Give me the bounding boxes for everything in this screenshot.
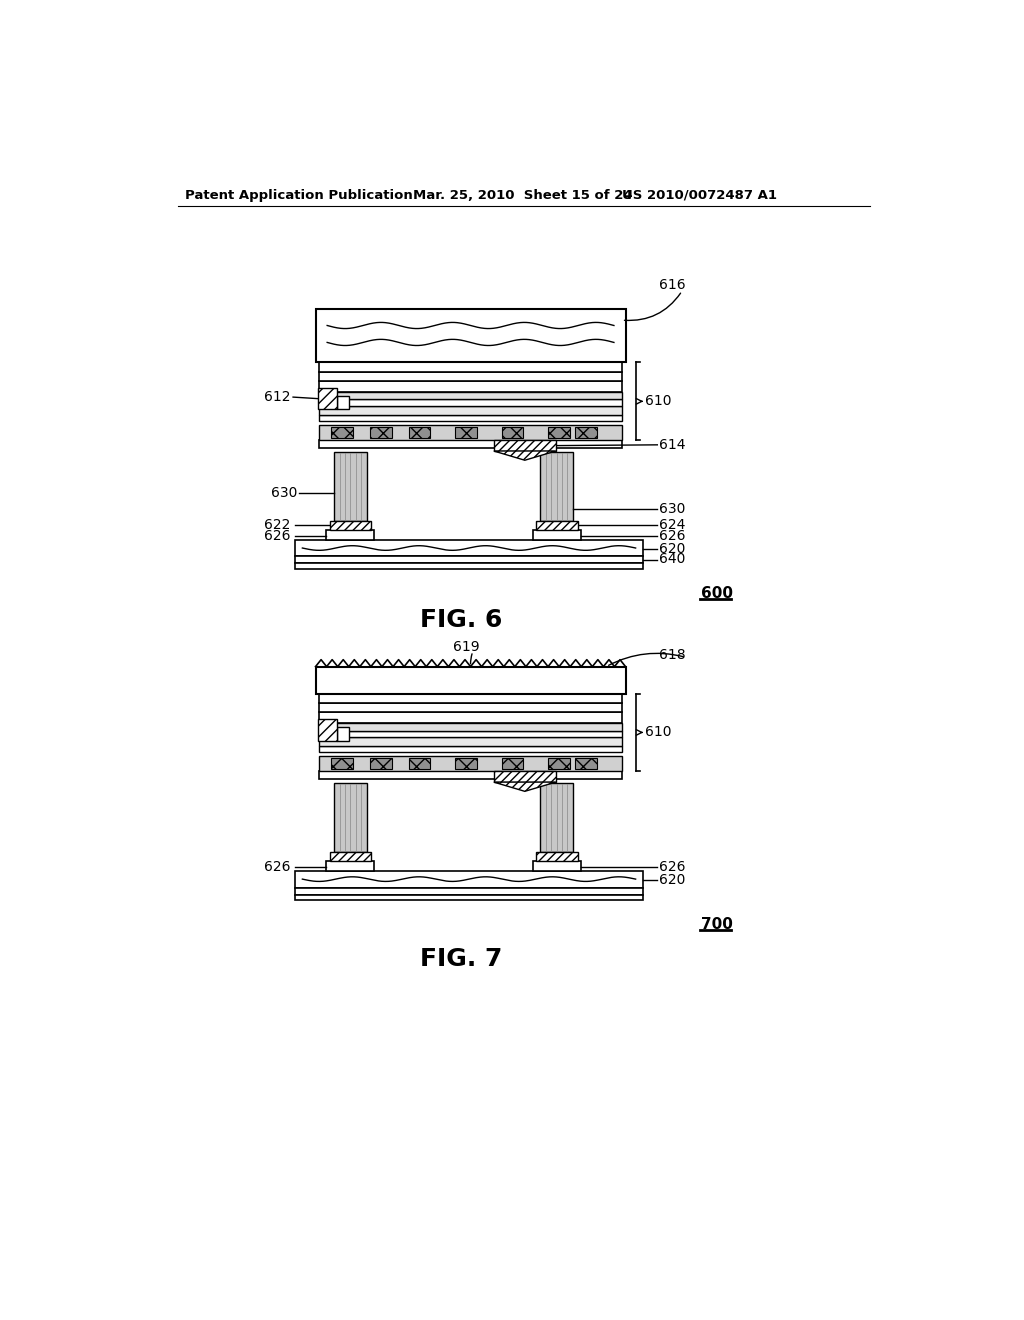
- Bar: [319, 756, 622, 771]
- Bar: [536, 521, 578, 531]
- Text: 626: 626: [658, 859, 685, 874]
- Text: 624: 624: [658, 517, 685, 532]
- Text: 620: 620: [658, 873, 685, 887]
- Bar: [494, 771, 556, 781]
- Polygon shape: [494, 451, 556, 461]
- Bar: [327, 531, 375, 540]
- Bar: [319, 723, 622, 730]
- Bar: [331, 758, 352, 770]
- Bar: [317, 388, 337, 409]
- Bar: [337, 396, 349, 409]
- Polygon shape: [494, 781, 556, 792]
- Bar: [319, 392, 622, 400]
- Text: 630: 630: [658, 502, 685, 516]
- Bar: [319, 400, 622, 405]
- Bar: [319, 711, 622, 723]
- Bar: [295, 564, 643, 569]
- Bar: [409, 758, 430, 770]
- Bar: [319, 381, 622, 392]
- Text: 700: 700: [701, 917, 733, 932]
- Text: 612: 612: [263, 391, 290, 404]
- Text: 619: 619: [454, 640, 480, 655]
- Text: US 2010/0072487 A1: US 2010/0072487 A1: [623, 189, 777, 202]
- Bar: [502, 758, 523, 770]
- Text: 610: 610: [645, 395, 672, 408]
- Bar: [455, 428, 477, 438]
- Bar: [541, 783, 572, 853]
- Bar: [455, 758, 477, 770]
- Bar: [295, 540, 643, 557]
- Bar: [327, 862, 375, 871]
- Bar: [536, 853, 578, 862]
- Text: 600: 600: [701, 586, 733, 601]
- Text: 640: 640: [658, 552, 685, 566]
- Bar: [337, 726, 349, 741]
- Bar: [319, 363, 622, 372]
- Bar: [334, 783, 367, 853]
- Text: 614: 614: [658, 438, 685, 451]
- Text: 616: 616: [658, 279, 685, 293]
- Bar: [575, 428, 597, 438]
- Bar: [319, 441, 622, 447]
- Text: 626: 626: [263, 529, 290, 543]
- Text: 630: 630: [271, 486, 298, 500]
- Bar: [319, 425, 622, 441]
- Text: FIG. 7: FIG. 7: [420, 948, 503, 972]
- Bar: [541, 451, 572, 521]
- Text: 610: 610: [645, 726, 672, 739]
- Bar: [370, 758, 391, 770]
- Bar: [370, 428, 391, 438]
- Bar: [319, 771, 622, 779]
- Bar: [575, 758, 597, 770]
- Bar: [319, 414, 622, 421]
- Bar: [330, 853, 372, 862]
- Bar: [409, 428, 430, 438]
- Bar: [315, 667, 626, 693]
- Bar: [548, 758, 569, 770]
- Bar: [295, 895, 643, 900]
- Bar: [494, 441, 556, 451]
- Bar: [532, 862, 581, 871]
- Bar: [330, 521, 372, 531]
- Bar: [319, 693, 622, 702]
- Text: 620: 620: [658, 541, 685, 556]
- Text: FIG. 6: FIG. 6: [420, 609, 503, 632]
- Bar: [317, 719, 337, 741]
- Bar: [548, 428, 569, 438]
- Bar: [295, 887, 643, 895]
- Text: 626: 626: [263, 859, 290, 874]
- Bar: [315, 309, 626, 363]
- Bar: [331, 428, 352, 438]
- Bar: [319, 746, 622, 752]
- Bar: [319, 372, 622, 381]
- Bar: [532, 531, 581, 540]
- Bar: [319, 702, 622, 711]
- Bar: [319, 730, 622, 737]
- Text: 622: 622: [263, 517, 290, 532]
- Text: 626: 626: [658, 529, 685, 543]
- Text: Patent Application Publication: Patent Application Publication: [184, 189, 413, 202]
- Bar: [502, 428, 523, 438]
- Bar: [295, 871, 643, 887]
- Bar: [334, 451, 367, 521]
- Text: 618: 618: [658, 648, 685, 663]
- Bar: [319, 737, 622, 746]
- Bar: [319, 405, 622, 414]
- Bar: [295, 557, 643, 564]
- Text: Mar. 25, 2010  Sheet 15 of 24: Mar. 25, 2010 Sheet 15 of 24: [414, 189, 633, 202]
